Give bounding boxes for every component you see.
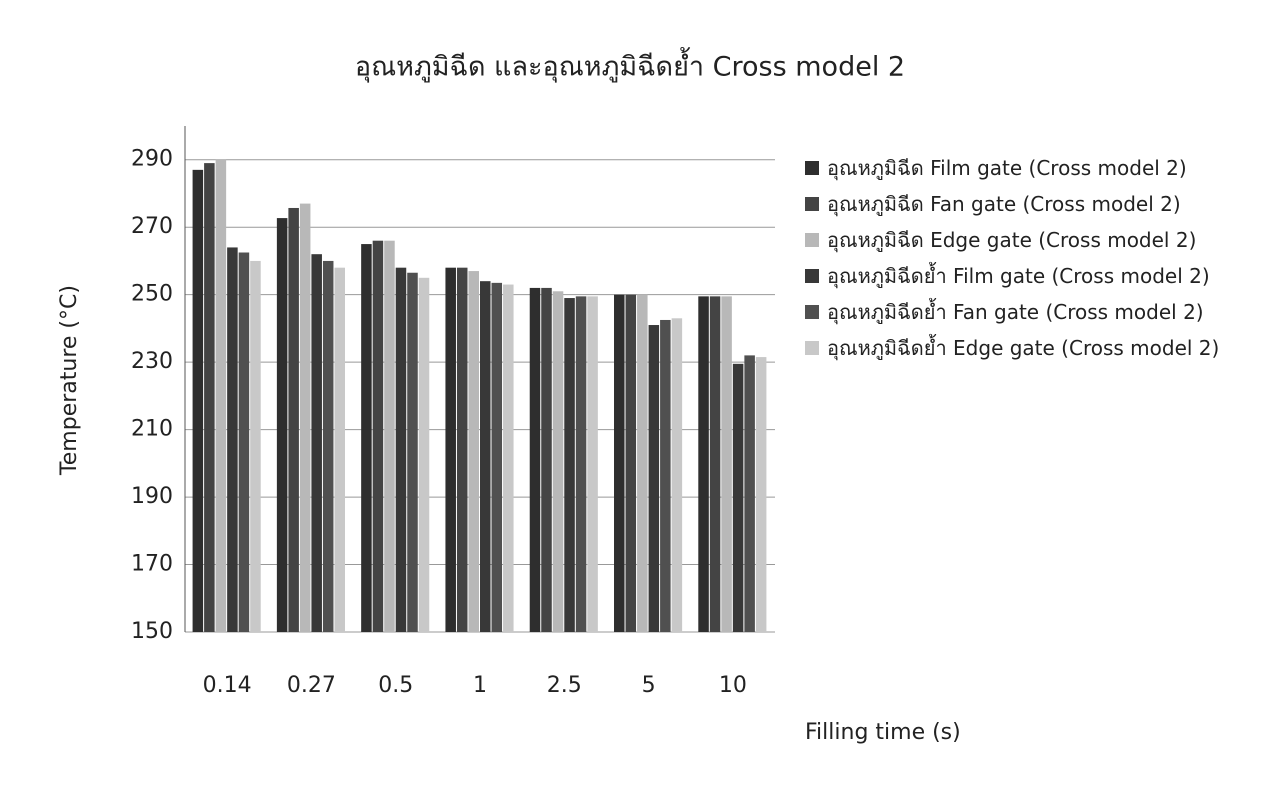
legend-item: อุณหภูมิฉีดย้ำ Edge gate (Cross model 2) [805,330,1235,366]
legend-swatch [805,269,819,283]
bar [204,163,215,632]
bar [418,277,430,632]
y-tick-label: 170 [131,552,173,577]
bar [445,267,456,632]
y-axis-label: Temperature (°C) [57,285,82,476]
legend-item: อุณหภูมิฉีด Edge gate (Cross model 2) [805,222,1235,258]
bar [721,296,732,632]
bar [564,298,575,632]
legend-label: อุณหภูมิฉีดย้ำ Film gate (Cross model 2) [827,264,1210,288]
y-tick-label: 230 [131,349,173,374]
legend-item: อุณหภูมิฉีด Film gate (Cross model 2) [805,150,1235,186]
y-tick-label: 270 [131,214,173,239]
bar [660,319,671,632]
legend-item: อุณหภูมิฉีด Fan gate (Cross model 2) [805,186,1235,222]
legend-item: อุณหภูมิฉีดย้ำ Film gate (Cross model 2) [805,258,1235,294]
bar [215,159,227,632]
y-tick-label: 190 [131,484,173,509]
legend-swatch [805,341,819,355]
bar [372,240,384,632]
bar [625,294,637,632]
bar [384,240,395,632]
legend-swatch [805,161,819,175]
bar [299,203,311,632]
bar [744,355,755,632]
bar [755,357,767,632]
x-tick-label: 0.14 [203,673,252,698]
legend-label: อุณหภูมิฉีดย้ำ Edge gate (Cross model 2) [827,336,1220,360]
bar [637,294,648,632]
bar [468,271,479,632]
bar [709,296,721,632]
x-tick-label: 5 [642,673,656,698]
legend-label: อุณหภูมิฉีด Fan gate (Cross model 2) [827,192,1181,216]
bar [732,363,744,632]
chart-title: อุณหภูมิฉีด และอุณหภูมิฉีดย้ำ Cross mode… [355,47,905,84]
legend-swatch [805,305,819,319]
legend-label: อุณหภูมิฉีด Edge gate (Cross model 2) [827,228,1197,252]
bar [276,218,288,633]
bar [407,272,418,632]
bar [614,294,625,632]
bar [575,296,587,632]
bar [671,318,683,632]
bar [529,287,541,632]
bar [227,247,238,632]
legend: อุณหภูมิฉีด Film gate (Cross model 2) อุณ… [805,150,1235,366]
bar [361,244,372,633]
legend-swatch [805,233,819,247]
legend-label: อุณหภูมิฉีดย้ำ Fan gate (Cross model 2) [827,300,1204,324]
bar [288,207,299,633]
y-tick-label: 250 [131,282,173,307]
bar [322,260,334,632]
bar [541,287,552,632]
bar [552,291,564,632]
bar [503,284,514,632]
legend-swatch [805,197,819,211]
bar [395,267,407,632]
bar [192,169,204,632]
bar [250,260,261,632]
y-tick-label: 150 [131,619,173,644]
bar [648,325,660,632]
bar [480,281,491,632]
x-tick-label: 10 [719,673,747,698]
bar [491,282,503,632]
x-tick-label: 0.27 [287,673,336,698]
bar [311,254,322,633]
y-tick-label: 290 [131,147,173,172]
x-tick-label: 1 [473,673,487,698]
legend-item: อุณหภูมิฉีดย้ำ Fan gate (Cross model 2) [805,294,1235,330]
bar [238,252,250,632]
bar [587,296,598,632]
x-axis-label: Filling time (s) [805,720,961,745]
x-tick-label: 0.5 [378,673,413,698]
bar [334,267,345,632]
x-tick-label: 2.5 [547,673,582,698]
bar [456,267,468,632]
bar [698,296,709,632]
legend-label: อุณหภูมิฉีด Film gate (Cross model 2) [827,156,1187,180]
y-tick-label: 210 [131,417,173,442]
